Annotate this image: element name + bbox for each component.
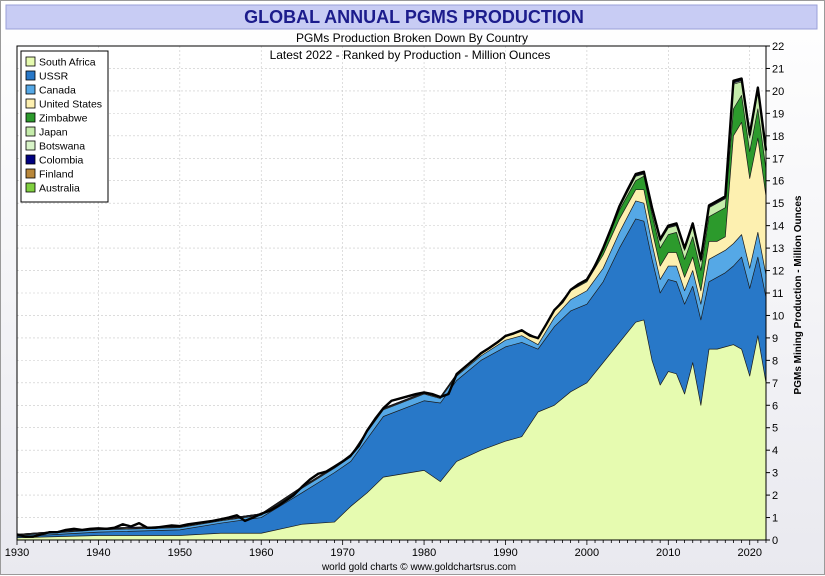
legend-swatch bbox=[25, 84, 36, 95]
y-tick-label: 0 bbox=[772, 535, 778, 547]
area-series-south-africa bbox=[16, 319, 767, 541]
legend-label: Zimbabwe bbox=[39, 113, 88, 125]
y-tick-label: 15 bbox=[772, 198, 784, 210]
chart-title: GLOBAL ANNUAL PGMS PRODUCTION bbox=[244, 7, 584, 27]
legend-label: Australia bbox=[39, 183, 80, 195]
y-axis-label: PGMs Mining Production - Million Ounces bbox=[793, 195, 804, 394]
y-tick-label: 21 bbox=[772, 63, 784, 75]
legend-swatch bbox=[25, 70, 36, 81]
x-tick-label: 2000 bbox=[575, 547, 599, 559]
legend-swatch bbox=[25, 112, 36, 123]
y-tick-label: 16 bbox=[772, 176, 784, 188]
legend-swatch bbox=[25, 182, 36, 193]
x-tick-label: 2020 bbox=[737, 547, 761, 559]
y-tick-label: 8 bbox=[772, 355, 778, 367]
x-tick-label: 1980 bbox=[412, 547, 436, 559]
legend-swatch bbox=[25, 126, 36, 137]
x-tick-label: 1960 bbox=[249, 547, 273, 559]
legend-box bbox=[20, 50, 109, 203]
x-tick-label: 1940 bbox=[86, 547, 110, 559]
y-tick-label: 12 bbox=[772, 266, 784, 278]
y-tick-label: 9 bbox=[772, 333, 778, 345]
legend-label: United States bbox=[39, 99, 102, 111]
legend-label: Japan bbox=[39, 127, 68, 139]
legend-label: Colombia bbox=[39, 155, 84, 167]
stacked-areas bbox=[16, 78, 767, 541]
y-tick-label: 3 bbox=[772, 468, 778, 480]
legend-swatch bbox=[25, 56, 36, 67]
legend-label: Finland bbox=[39, 169, 74, 181]
y-tick-label: 4 bbox=[772, 445, 778, 457]
x-tick-label: 1990 bbox=[493, 547, 517, 559]
legend-swatch bbox=[25, 154, 36, 165]
y-tick-label: 18 bbox=[772, 131, 784, 143]
y-tick-label: 6 bbox=[772, 400, 778, 412]
y-tick-label: 19 bbox=[772, 108, 784, 120]
y-tick-label: 20 bbox=[772, 86, 784, 98]
total-line bbox=[16, 77, 768, 538]
y-tick-label: 17 bbox=[772, 153, 784, 165]
legend-swatch bbox=[25, 168, 36, 179]
chart-subtitle-1: PGMs Production Broken Down By Country bbox=[296, 31, 528, 45]
y-tick-label: 11 bbox=[772, 288, 783, 300]
x-tick-label: 1930 bbox=[5, 547, 29, 559]
y-tick-label: 1 bbox=[772, 513, 778, 525]
title-banner bbox=[5, 4, 818, 30]
chart-subtitle-2: Latest 2022 - Ranked by Production - Mil… bbox=[270, 48, 551, 62]
legend-swatch bbox=[25, 140, 36, 151]
legend-label: South Africa bbox=[39, 57, 96, 69]
y-tick-label: 2 bbox=[772, 490, 778, 502]
y-tick-label: 13 bbox=[772, 243, 784, 255]
y-tick-label: 10 bbox=[772, 310, 784, 322]
legend-label: Canada bbox=[39, 85, 76, 97]
legend: South Africa USSR Canada United States Zimba… bbox=[25, 56, 102, 195]
y-tick-label: 22 bbox=[772, 41, 784, 53]
x-tick-label: 1970 bbox=[330, 547, 354, 559]
x-axis: 1930 1940 1950 1960 1970 1980 1990 2000 2010 2020 bbox=[5, 540, 767, 559]
x-tick-label: 2010 bbox=[656, 547, 680, 559]
legend-label: Botswana bbox=[39, 141, 85, 153]
y-tick-label: 5 bbox=[772, 423, 778, 435]
legend-label: USSR bbox=[39, 71, 69, 83]
y-tick-label: 14 bbox=[772, 221, 784, 233]
legend-swatch bbox=[25, 98, 36, 109]
y-tick-label: 7 bbox=[772, 378, 778, 390]
footer-credit: world gold charts © www.goldchartsrus.co… bbox=[321, 562, 516, 573]
x-tick-label: 1950 bbox=[168, 547, 192, 559]
total-production-line bbox=[16, 77, 768, 538]
